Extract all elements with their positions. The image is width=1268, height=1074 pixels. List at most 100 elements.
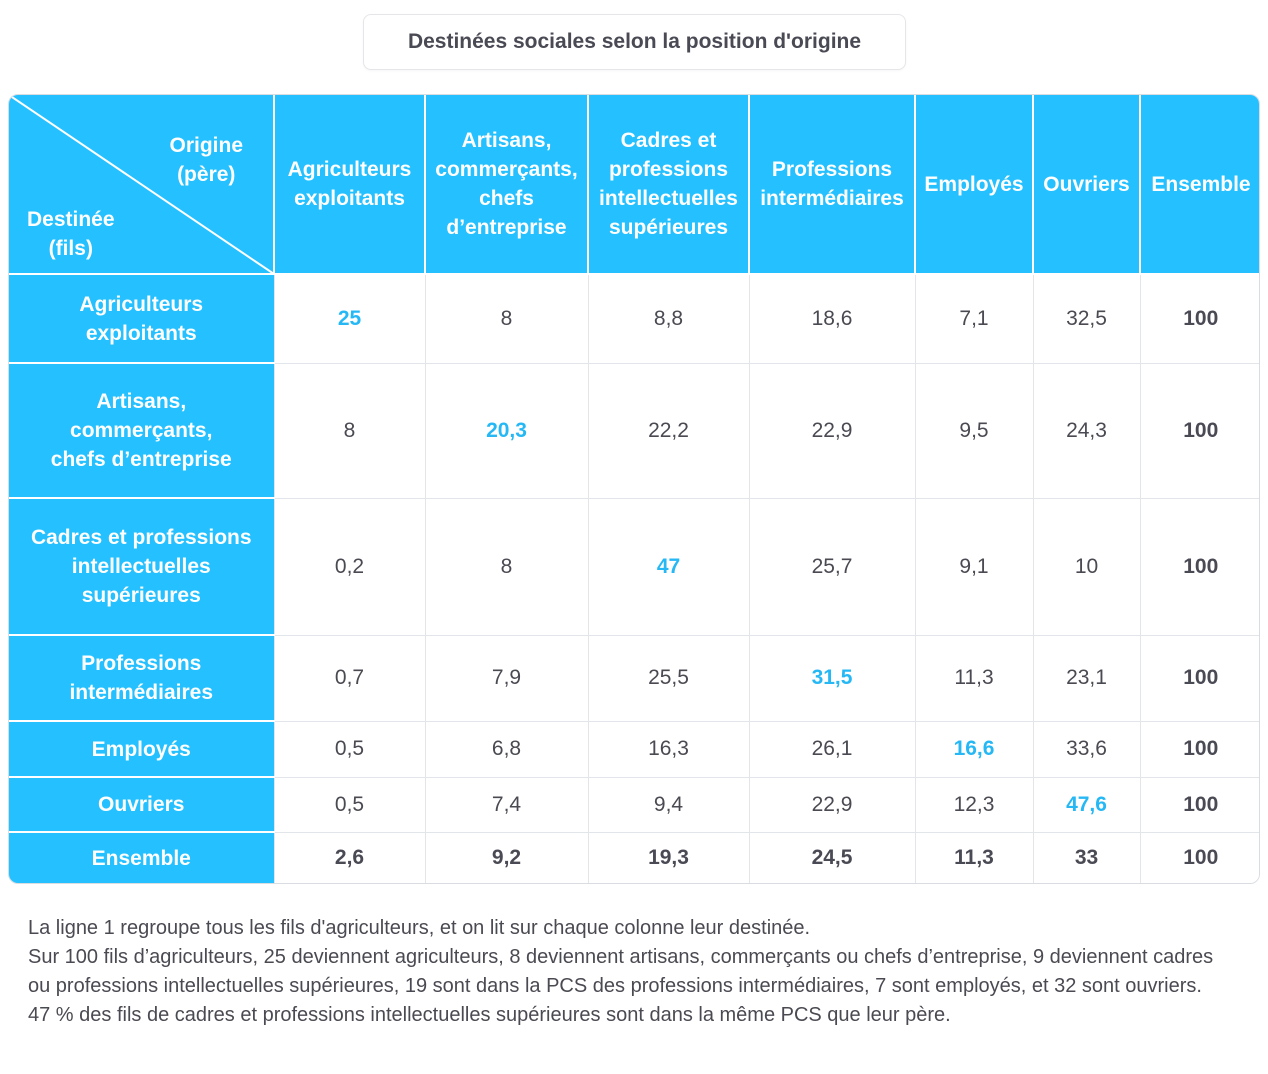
table-row: Cadres et professions intellectuelles supé… (9, 498, 1259, 636)
table-row: Artisans, commerçants, chefs d’entreprise 8… (9, 363, 1259, 499)
value-cell: 33 (1032, 832, 1140, 883)
column-header-1: Artisans, commerçants, chefs d’entreprise (425, 95, 589, 275)
destinee-line1: Destinée (27, 208, 115, 231)
value-cell: 7,4 (424, 777, 588, 833)
column-header-3: Professions intermédiaires (749, 95, 916, 275)
diagonal-value-cell: 31,5 (748, 635, 915, 722)
column-header-line: intellectuelles (599, 187, 738, 210)
value-cell: 100 (1139, 498, 1259, 636)
column-header-line: Professions (771, 158, 893, 181)
column-header-2: Cadres et professions intellectuelles supér… (588, 95, 750, 275)
corner-diagonal-line (9, 95, 274, 274)
value-cell: 19,3 (587, 832, 749, 883)
value-cell: 2,6 (273, 832, 425, 883)
column-header-line: Employés (924, 172, 1024, 196)
reading-note: La ligne 1 regroupe tous les fils d'agri… (28, 914, 1228, 1030)
value-cell: 24,5 (748, 832, 915, 883)
origine-line1: Origine (169, 134, 243, 157)
value-cell: 9,2 (424, 832, 588, 883)
column-header-line: professions (608, 158, 729, 181)
value-cell: 22,9 (748, 777, 915, 833)
origine-line2: (père) (177, 163, 236, 186)
row-header-line: Cadres et professions (30, 526, 252, 549)
diagonal-value-cell: 20,3 (424, 363, 588, 499)
destinee-line2: (fils) (48, 237, 93, 260)
value-cell: 16,3 (587, 721, 749, 778)
table-row: Professions intermédiaires 0,7 7,9 25,5 31,5 1… (9, 635, 1259, 722)
column-header-line: Cadres et (620, 129, 717, 152)
value-cell: 11,3 (914, 832, 1033, 883)
column-header-line: Ensemble (1151, 172, 1251, 196)
value-cell: 0,5 (273, 721, 425, 778)
value-cell: 100 (1139, 832, 1259, 883)
value-cell: 100 (1139, 363, 1259, 499)
row-header-2: Cadres et professions intellectuelles supé… (9, 498, 274, 636)
value-cell: 7,9 (424, 635, 588, 722)
row-header-line: intellectuelles (71, 555, 211, 578)
value-cell: 8 (424, 274, 588, 364)
value-cell: 8 (273, 363, 425, 499)
column-header-line: Ouvriers (1043, 172, 1130, 196)
row-header-5: Ouvriers (9, 777, 274, 833)
row-header-line: exploitants (85, 321, 197, 345)
mobility-table-container: Origine (père) Destinée (fils) Agriculte… (8, 94, 1260, 884)
row-header-line: commerçants, (70, 419, 213, 442)
value-cell: 26,1 (748, 721, 915, 778)
column-header-line: Artisans, (461, 129, 552, 152)
value-cell: 25,7 (748, 498, 915, 636)
table-row: Ouvriers 0,5 7,4 9,4 22,9 12,3 47,6 100 (9, 777, 1259, 833)
value-cell: 32,5 (1032, 274, 1140, 364)
row-header-line: Professions (81, 652, 202, 675)
row-header-line: supérieures (81, 584, 201, 607)
note-line-1: La ligne 1 regroupe tous les fils d'agri… (28, 917, 811, 939)
row-header-6: Ensemble (9, 832, 274, 883)
value-cell: 0,5 (273, 777, 425, 833)
value-cell: 18,6 (748, 274, 915, 364)
value-cell: 22,9 (748, 363, 915, 499)
row-header-1: Artisans, commerçants, chefs d’entreprise (9, 363, 274, 499)
value-cell: 9,1 (914, 498, 1033, 636)
chart-title: Destinées sociales selon la position d'o… (363, 14, 906, 70)
row-header-line: Ensemble (91, 847, 191, 870)
header-row: Origine (père) Destinée (fils) Agriculte… (9, 95, 1259, 275)
table-row: Ensemble 2,6 9,2 19,3 24,5 11,3 33 100 (9, 832, 1259, 883)
value-cell: 25,5 (587, 635, 749, 722)
row-header-line: intermédiaires (69, 681, 214, 704)
table-row: Agriculteurs exploitants 25 8 8,8 18,6 7,1 32,5… (9, 274, 1259, 364)
value-cell: 6,8 (424, 721, 588, 778)
value-cell: 10 (1032, 498, 1140, 636)
column-header-line: commerçants, (435, 158, 578, 181)
column-header-line: d’entreprise (446, 216, 567, 239)
value-cell: 11,3 (914, 635, 1033, 722)
value-cell: 100 (1139, 777, 1259, 833)
row-header-line: Employés (91, 737, 191, 761)
value-cell: 0,2 (273, 498, 425, 636)
value-cell: 8 (424, 498, 588, 636)
row-header-0: Agriculteurs exploitants (9, 274, 274, 364)
value-cell: 24,3 (1032, 363, 1140, 499)
row-header-line: Artisans, (96, 390, 187, 413)
value-cell: 22,2 (587, 363, 749, 499)
column-header-line: exploitants (294, 187, 405, 210)
row-header-3: Professions intermédiaires (9, 635, 274, 722)
value-cell: 100 (1139, 721, 1259, 778)
value-cell: 33,6 (1032, 721, 1140, 778)
corner-header-cell: Origine (père) Destinée (fils) (9, 95, 275, 275)
column-header-line: supérieures (608, 216, 729, 239)
diagonal-value-cell: 25 (273, 274, 425, 364)
value-cell: 9,4 (587, 777, 749, 833)
diagonal-value-cell: 47,6 (1032, 777, 1140, 833)
table-body: Origine (père) Destinée (fils) Agriculte… (9, 95, 1259, 883)
value-cell: 7,1 (914, 274, 1033, 364)
value-cell: 8,8 (587, 274, 749, 364)
column-header-6: Ensemble (1140, 95, 1259, 275)
origine-label: Origine (père) (169, 131, 243, 189)
mobility-table: Origine (père) Destinée (fils) Agriculte… (9, 95, 1259, 883)
chart-title-text: Destinées sociales selon la position d'o… (407, 30, 862, 53)
column-header-line: chefs (479, 187, 534, 210)
column-header-5: Ouvriers (1033, 95, 1141, 275)
column-header-4: Employés (915, 95, 1034, 275)
row-header-line: Agriculteurs (79, 292, 204, 316)
value-cell: 0,7 (273, 635, 425, 722)
value-cell: 100 (1139, 635, 1259, 722)
